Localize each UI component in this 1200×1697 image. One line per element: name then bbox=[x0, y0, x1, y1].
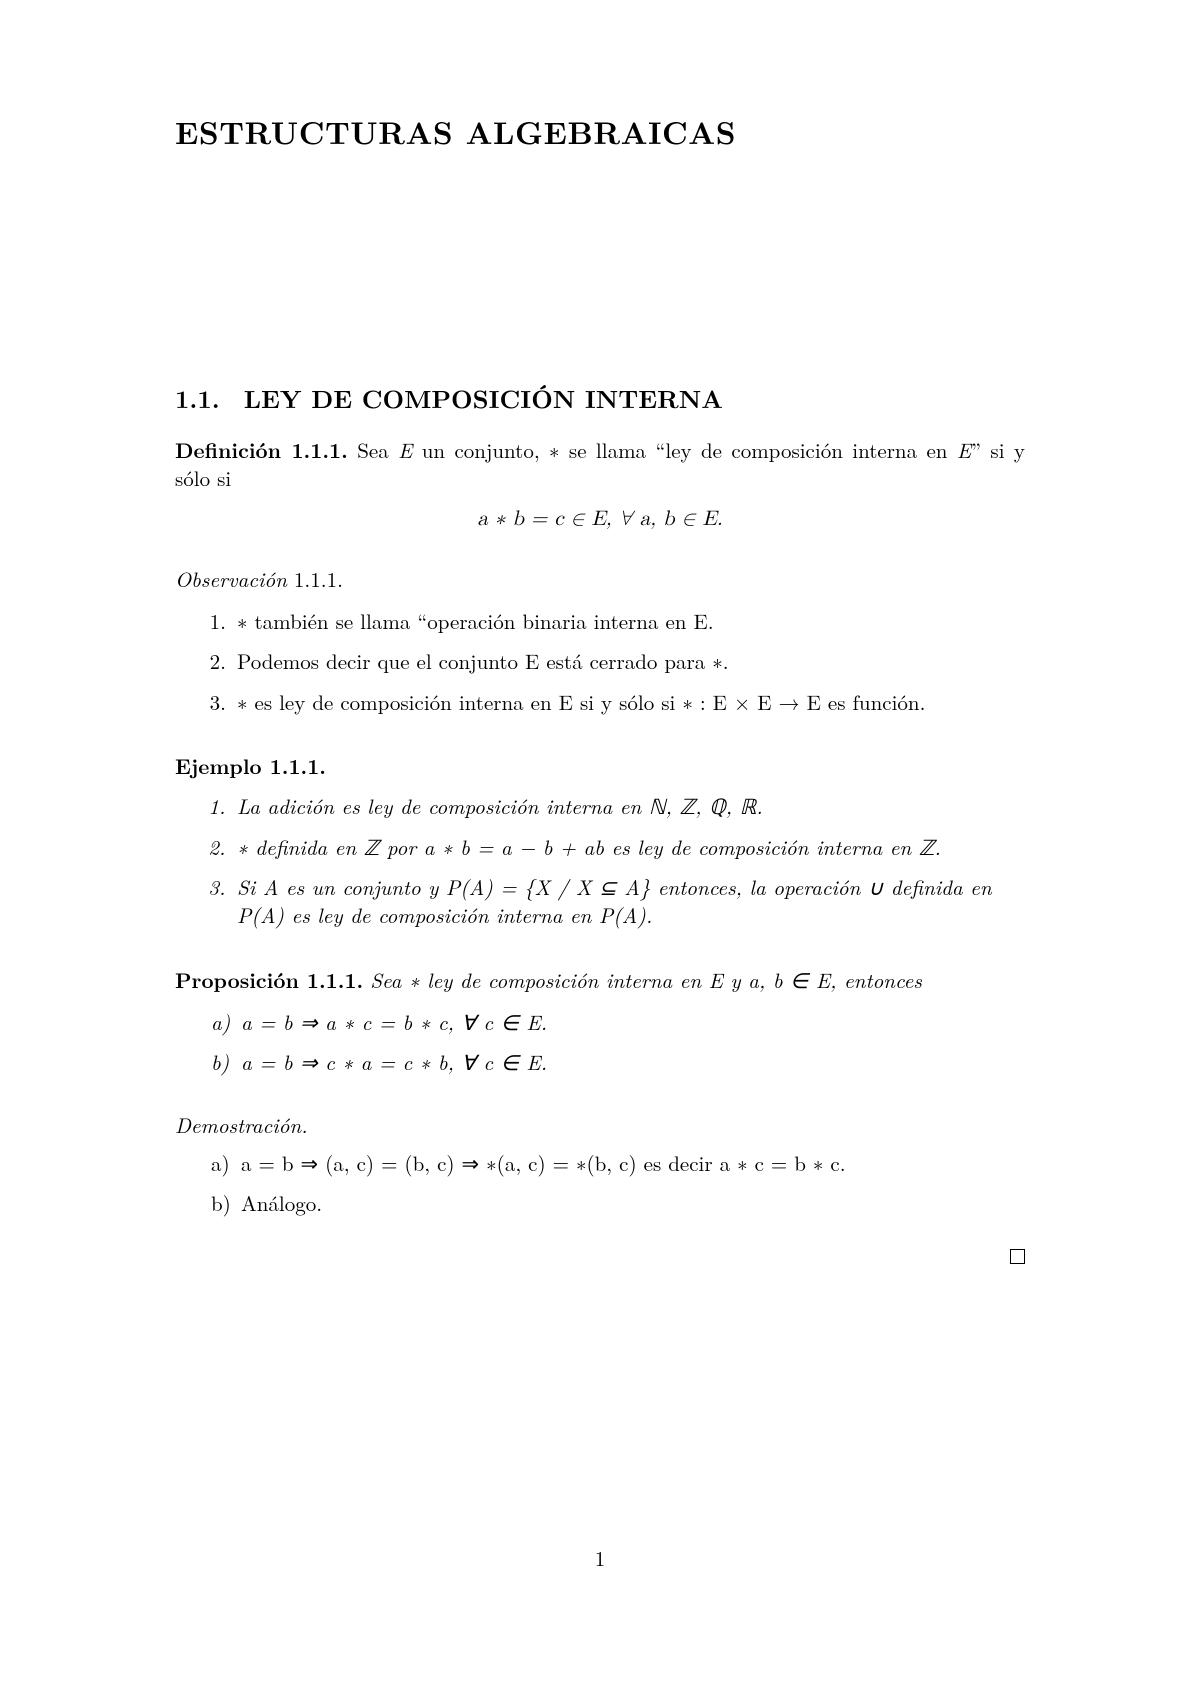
proposition-block: Proposición 1.1.1. Sea ∗ ley de composic… bbox=[175, 966, 1025, 1077]
example-item-3: Si A es un conjunto y P(A) = {X / X ⊆ A}… bbox=[237, 872, 992, 930]
observation-list: ∗ también se llama “operación binaria in… bbox=[175, 607, 1025, 716]
qed-icon bbox=[1010, 1249, 1025, 1264]
proof-list: a) a = b ⇒ (a, c) = (b, c) ⇒ ∗(a, c) = ∗… bbox=[175, 1149, 1025, 1218]
item-marker: a) bbox=[211, 1008, 230, 1036]
observation-item-3: ∗ es ley de composición interna en E si … bbox=[237, 687, 925, 717]
proof-label: Demostración. bbox=[175, 1111, 1025, 1139]
math-var-E: E bbox=[957, 435, 971, 465]
observation-block: Observación 1.1.1. ∗ también se llama “o… bbox=[175, 565, 1025, 716]
list-item: ∗ también se llama “operación binaria in… bbox=[233, 607, 1025, 635]
item-marker: b) bbox=[211, 1189, 231, 1217]
definition-label: Definición 1.1.1. bbox=[175, 435, 348, 465]
proof-item-b: Análogo. bbox=[241, 1188, 322, 1218]
page-number: 1 bbox=[0, 1544, 1200, 1572]
list-item: a) a = b ⇒ (a, c) = (b, c) ⇒ ∗(a, c) = ∗… bbox=[211, 1149, 1025, 1177]
definition-block: Definición 1.1.1. Sea E un conjunto, ∗ s… bbox=[175, 436, 1025, 535]
proof-item-a: a = b ⇒ (a, c) = (b, c) ⇒ ∗(a, c) = ∗(b,… bbox=[241, 1148, 846, 1178]
proposition-label: Proposición 1.1.1. bbox=[175, 965, 363, 995]
list-item: ∗ definida en ℤ por a ∗ b = a − b + ab e… bbox=[233, 833, 1025, 861]
observation-number: 1.1.1. bbox=[287, 564, 343, 594]
proposition-item-b: a = b ⇒ c ∗ a = c ∗ b, ∀ c ∈ E. bbox=[241, 1047, 547, 1077]
list-item: b) Análogo. bbox=[211, 1189, 1025, 1217]
observation-item-1: ∗ también se llama “operación binaria in… bbox=[237, 606, 714, 636]
observation-heading: Observación 1.1.1. bbox=[175, 565, 1025, 593]
math-var-E: E bbox=[398, 435, 412, 465]
observation-label: Observación bbox=[175, 564, 287, 594]
example-item-2: ∗ definida en ℤ por a ∗ b = a − b + ab e… bbox=[237, 832, 941, 862]
list-item: a) a = b ⇒ a ∗ c = b ∗ c, ∀ c ∈ E. bbox=[211, 1008, 1025, 1036]
chapter-title: ESTRUCTURAS ALGEBRAICAS bbox=[175, 112, 1025, 154]
list-item: ∗ es ley de composición interna en E si … bbox=[233, 688, 1025, 716]
document-page: ESTRUCTURAS ALGEBRAICAS 1.1. LEY DE COMPO… bbox=[0, 0, 1200, 1697]
item-marker: a) bbox=[211, 1149, 230, 1177]
list-item: Si A es un conjunto y P(A) = {X / X ⊆ A}… bbox=[233, 873, 1025, 930]
example-item-1: La adición es ley de composición interna… bbox=[237, 791, 763, 821]
proposition-statement: Sea ∗ ley de composición interna en E y … bbox=[370, 965, 922, 995]
list-item: Podemos decir que el conjunto E está cer… bbox=[233, 647, 1025, 675]
item-marker: b) bbox=[211, 1048, 229, 1076]
list-item: b) a = b ⇒ c ∗ a = c ∗ b, ∀ c ∈ E. bbox=[211, 1048, 1025, 1076]
proposition-item-a: a = b ⇒ a ∗ c = b ∗ c, ∀ c ∈ E. bbox=[241, 1007, 547, 1037]
definition-formula: a ∗ b = c ∈ E, ∀ a, b ∈ E. bbox=[175, 506, 1025, 534]
section-number: 1.1. bbox=[175, 381, 220, 416]
proposition-text: Proposición 1.1.1. Sea ∗ ley de composic… bbox=[175, 966, 1025, 994]
qed-row bbox=[175, 1242, 1025, 1270]
definition-intro-b: un conjunto, ∗ se llama “ley de composic… bbox=[412, 435, 957, 465]
list-item: La adición es ley de composición interna… bbox=[233, 792, 1025, 820]
example-list: La adición es ley de composición interna… bbox=[175, 792, 1025, 929]
proposition-list: a) a = b ⇒ a ∗ c = b ∗ c, ∀ c ∈ E. b) a … bbox=[175, 1008, 1025, 1077]
example-label: Ejemplo 1.1.1. bbox=[175, 752, 1025, 780]
section-title-text: LEY DE COMPOSICIÓN INTERNA bbox=[244, 381, 723, 416]
definition-text: Definición 1.1.1. Sea E un conjunto, ∗ s… bbox=[175, 436, 1025, 493]
definition-intro-a: Sea bbox=[357, 435, 398, 465]
section-heading: 1.1. LEY DE COMPOSICIÓN INTERNA bbox=[175, 382, 1025, 416]
observation-item-2: Podemos decir que el conjunto E está cer… bbox=[237, 646, 729, 676]
